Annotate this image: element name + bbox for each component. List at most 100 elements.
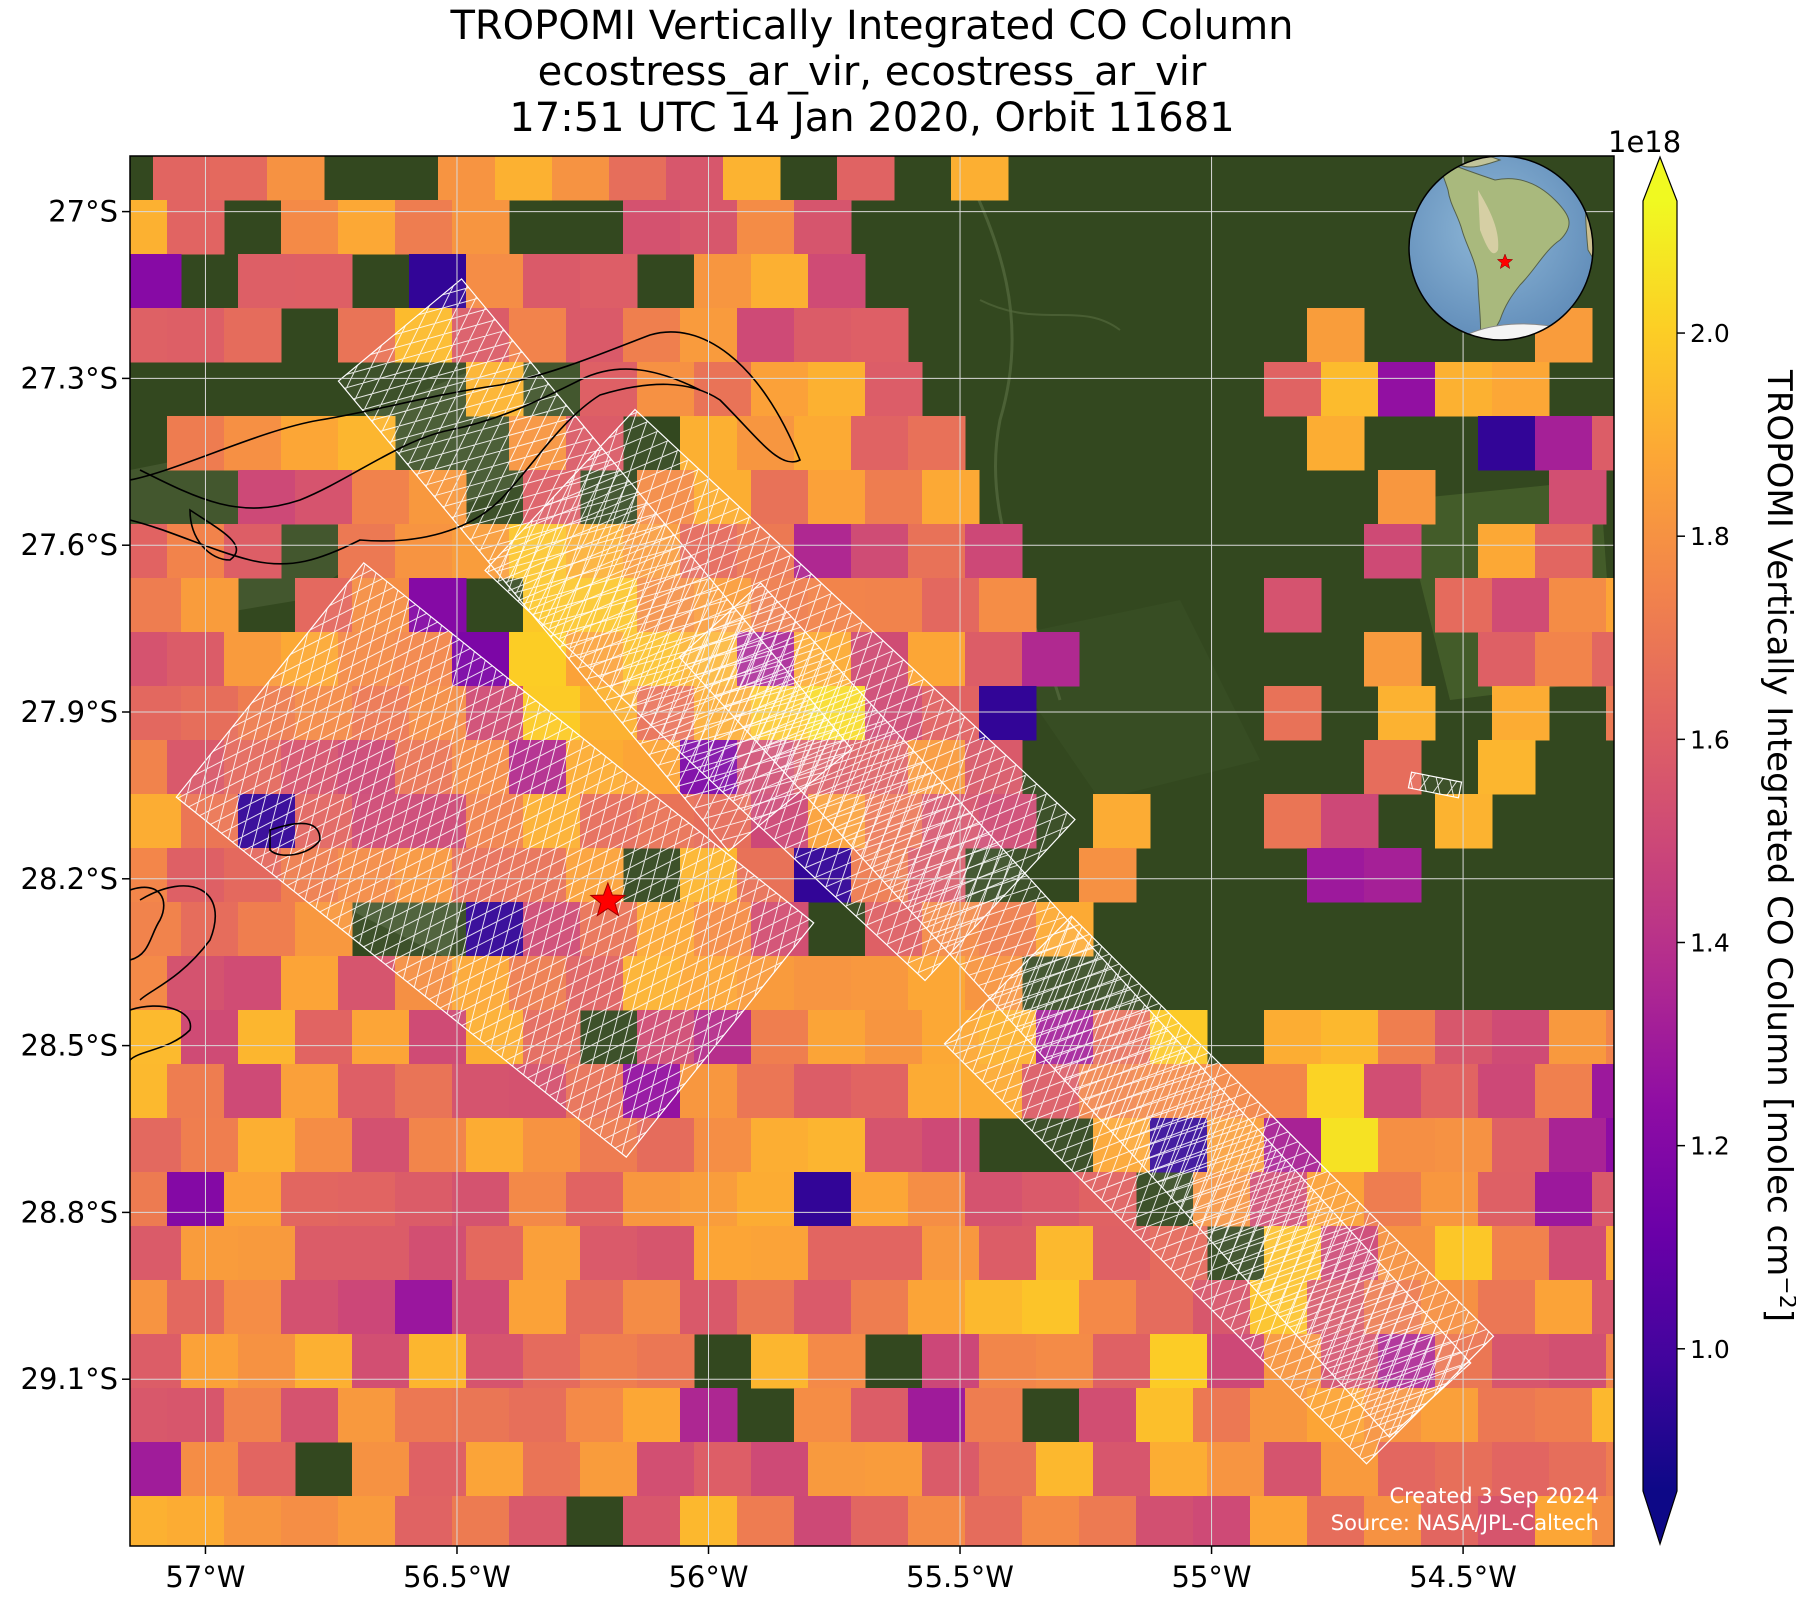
co-pixel — [851, 956, 909, 1011]
co-pixel — [1321, 794, 1379, 849]
co-pixel — [452, 1064, 510, 1119]
co-pixel — [338, 1172, 396, 1227]
co-pixel — [181, 1442, 239, 1497]
co-pixel — [1321, 1442, 1379, 1497]
co-pixel — [1535, 1496, 1593, 1546]
co-pixel — [238, 1442, 296, 1497]
co-pixel — [737, 416, 795, 471]
co-pixel — [979, 1226, 1037, 1281]
co-pixel — [495, 156, 553, 201]
co-pixel — [808, 362, 866, 417]
co-pixel — [509, 1172, 567, 1227]
co-pixel — [694, 1442, 752, 1497]
co-pixel — [1378, 362, 1436, 417]
co-pixel — [851, 1280, 909, 1335]
co-pixel — [167, 1388, 225, 1443]
co-pixel — [210, 156, 268, 201]
co-pixel — [224, 524, 282, 579]
co-pixel — [951, 156, 1009, 201]
co-pixel — [1592, 632, 1614, 687]
co-pixel — [851, 632, 909, 687]
co-pixel — [865, 1442, 923, 1497]
co-pixel — [1022, 632, 1080, 687]
co-pixel — [167, 1172, 225, 1227]
co-pixel — [1549, 1010, 1607, 1065]
co-pixel — [1478, 416, 1536, 471]
co-pixel — [1207, 1442, 1265, 1497]
co-pixel — [751, 362, 809, 417]
co-pixel — [238, 470, 296, 525]
co-pixel — [295, 1334, 353, 1389]
co-pixel — [1193, 1388, 1251, 1443]
co-pixel — [167, 632, 225, 687]
co-pixel — [979, 794, 1037, 849]
co-pixel — [1036, 1442, 1094, 1497]
co-pixel — [908, 524, 966, 579]
colorbar-label-close: ] — [1759, 1309, 1796, 1322]
co-pixel — [509, 1496, 567, 1546]
co-pixel — [694, 254, 752, 309]
co-pixel — [167, 200, 225, 255]
co-pixel — [466, 1226, 524, 1281]
co-pixel — [395, 1280, 453, 1335]
lon-label: 55.5°W — [906, 1560, 1014, 1594]
co-pixel — [338, 1064, 396, 1119]
co-pixel — [130, 956, 168, 1011]
co-pixel — [1592, 1280, 1614, 1335]
co-pixel — [352, 1334, 410, 1389]
co-pixel — [1264, 578, 1322, 633]
co-pixel — [181, 1334, 239, 1389]
co-pixel — [808, 1118, 866, 1173]
lon-label: 54.5°W — [1409, 1560, 1517, 1594]
title-line-2: ecostress_ar_vir, ecostress_ar_vir — [537, 49, 1207, 95]
co-pixel — [352, 1010, 410, 1065]
title-line-1: TROPOMI Vertically Integrated CO Column — [450, 3, 1294, 49]
co-pixel — [751, 1334, 809, 1389]
colorbar-extend-top — [1643, 157, 1677, 201]
co-pixel — [851, 1388, 909, 1443]
co-pixel — [452, 1496, 510, 1546]
co-pixel — [751, 470, 809, 525]
longitude-tick-labels: 57°W 56.5°W 56°W 55.5°W 55°W 54.5°W — [165, 1560, 1517, 1594]
co-pixel — [808, 1334, 866, 1389]
co-pixel — [1136, 1280, 1194, 1335]
co-pixel — [523, 902, 581, 957]
co-pixel — [238, 902, 296, 957]
co-pixel — [1435, 1118, 1493, 1173]
co-pixel — [922, 578, 980, 633]
co-pixel — [808, 1442, 866, 1497]
co-pixel — [794, 416, 852, 471]
co-pixel — [281, 416, 339, 471]
co-pixel — [737, 1280, 795, 1335]
co-pixel — [1264, 686, 1322, 741]
co-pixel — [979, 686, 1037, 741]
map-area: 27°S 27.3°S 27.6°S 27.9°S 28.2°S 28.5°S 28.8°S… — [21, 155, 1615, 1594]
co-pixel — [523, 1226, 581, 1281]
co-pixel — [523, 254, 581, 309]
co-pixel — [1606, 1226, 1614, 1281]
co-pixel — [1321, 362, 1379, 417]
co-pixel — [338, 1280, 396, 1335]
co-pixel — [130, 1172, 168, 1227]
colorbar-body — [1643, 201, 1677, 1491]
co-pixel — [566, 1280, 624, 1335]
co-pixel — [130, 524, 168, 579]
co-pixel — [794, 200, 852, 255]
co-pixel — [409, 1334, 467, 1389]
co-pixel — [1435, 1226, 1493, 1281]
co-pixel — [1435, 578, 1493, 633]
co-pixel — [1421, 1388, 1479, 1443]
co-pixel — [637, 1010, 695, 1065]
co-pixel — [965, 1388, 1023, 1443]
co-pixel — [352, 1442, 410, 1497]
co-pixel — [737, 1064, 795, 1119]
co-pixel — [1492, 1010, 1550, 1065]
co-pixel — [466, 1442, 524, 1497]
co-pixel — [523, 1442, 581, 1497]
co-pixel — [965, 1280, 1023, 1335]
co-pixel — [130, 902, 182, 957]
co-pixel — [130, 740, 168, 795]
co-pixel — [1592, 1388, 1614, 1443]
colorbar-extend-bottom — [1643, 1491, 1677, 1544]
co-pixel — [908, 1388, 966, 1443]
